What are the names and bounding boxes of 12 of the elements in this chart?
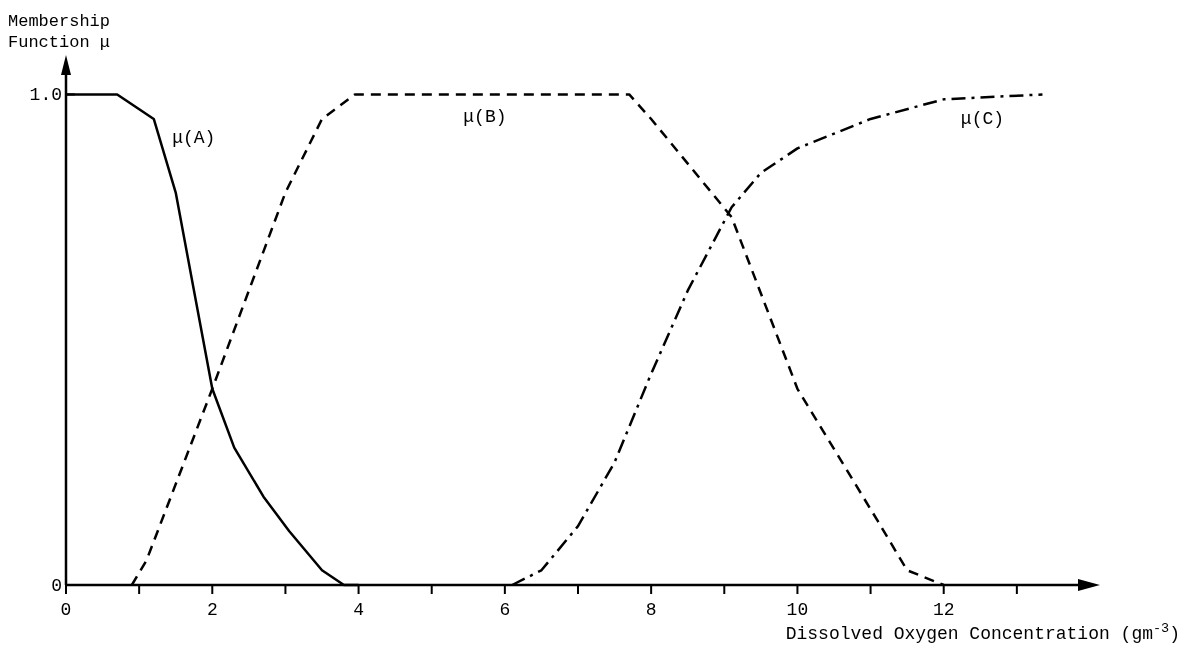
x-tick-label: 6 [499, 600, 511, 620]
series-label: μ(A) [172, 127, 216, 148]
x-tick-label: 12 [932, 600, 955, 620]
x-tick-label: 8 [645, 600, 657, 620]
series-label: μ(C) [960, 109, 1005, 130]
x-tick-label: 10 [786, 600, 809, 620]
y-axis-title: Membership Function μ [8, 12, 111, 52]
y-tick-label: 1.0 [29, 85, 62, 106]
x-axis-title: Dissolved Oxygen Concentration (gm$^{-3}$) [785, 620, 1180, 644]
series-label: μ(B) [463, 107, 507, 128]
x-tick-label: 4 [353, 600, 364, 620]
x-tick-label: 2 [206, 600, 218, 620]
